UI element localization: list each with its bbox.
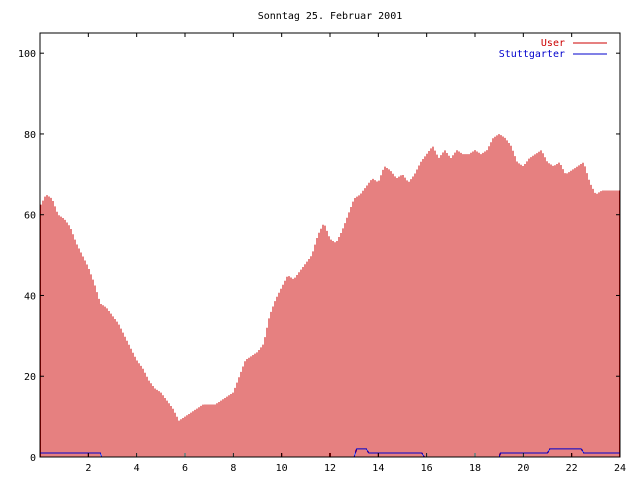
legend-label: Stuttgarter [499, 49, 565, 60]
x-tick-label: 14 [372, 463, 384, 474]
y-tick-label: 0 [30, 453, 36, 464]
y-tick-label: 80 [24, 130, 36, 141]
x-tick-label: 4 [134, 463, 140, 474]
x-tick-label: 12 [324, 463, 336, 474]
x-tick-label: 24 [614, 463, 626, 474]
x-tick-label: 16 [421, 463, 433, 474]
chart-title: Sonntag 25. Februar 2001 [258, 11, 403, 22]
x-tick-label: 8 [230, 463, 236, 474]
x-tick-label: 22 [566, 463, 578, 474]
y-tick-label: 20 [24, 372, 36, 383]
y-tick-label: 60 [24, 211, 36, 222]
user-bars [40, 134, 620, 457]
x-tick-label: 20 [517, 463, 529, 474]
legend-label: User [541, 38, 565, 49]
y-tick-label: 100 [18, 49, 36, 60]
x-tick-label: 18 [469, 463, 481, 474]
x-tick-label: 10 [276, 463, 288, 474]
y-tick-label: 40 [24, 291, 36, 302]
x-tick-label: 2 [85, 463, 91, 474]
x-tick-label: 6 [182, 463, 188, 474]
